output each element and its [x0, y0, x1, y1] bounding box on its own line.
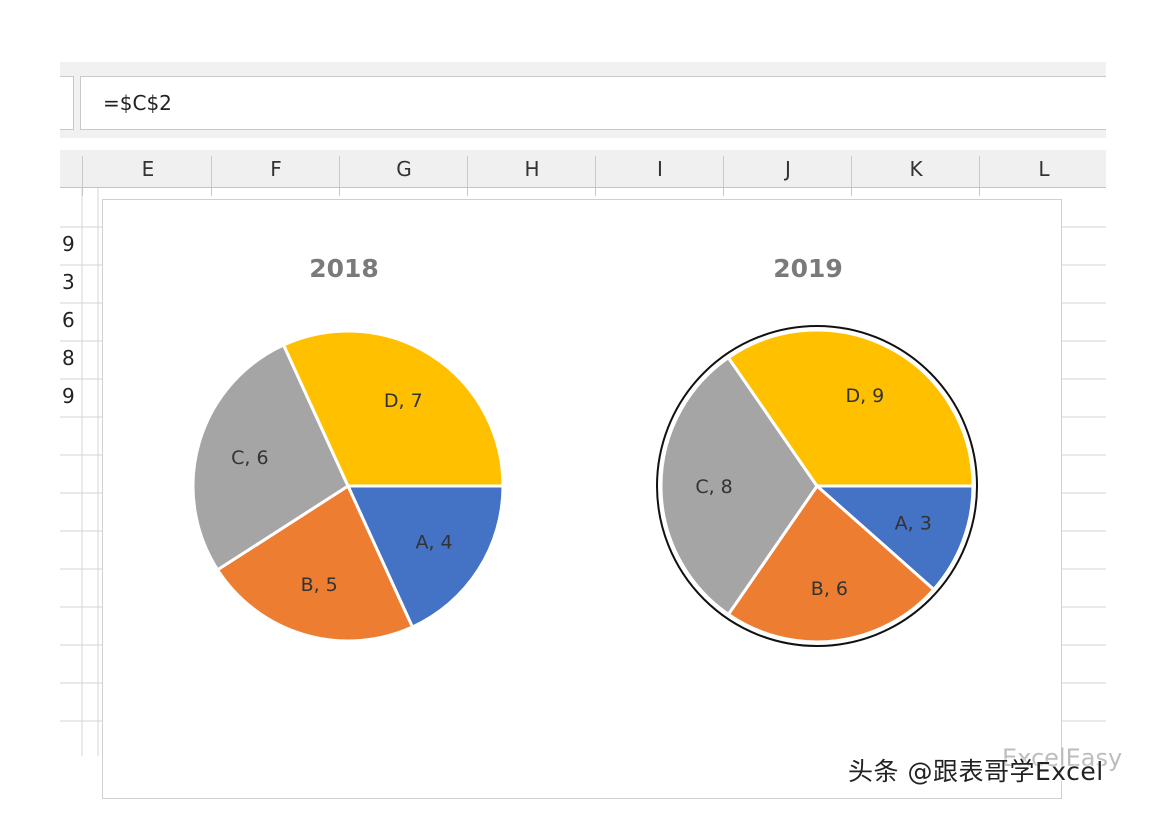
column-header-k[interactable]: K — [909, 157, 923, 181]
cell-value[interactable]: 6 — [62, 308, 75, 332]
selection-outline[interactable] — [656, 325, 978, 647]
data-label-b[interactable]: B, 5 — [301, 574, 338, 596]
pie-slice-c[interactable] — [659, 356, 819, 616]
pie-2019[interactable]: A, 3 B, 6 C, 8 D, 9 — [656, 325, 978, 647]
column-header-i[interactable]: I — [657, 157, 663, 181]
column-header-f[interactable]: F — [270, 157, 282, 181]
column-header-e[interactable]: E — [141, 157, 155, 181]
pie-slice-a[interactable] — [815, 484, 975, 591]
pie-slice-b[interactable] — [216, 484, 414, 643]
data-label-a[interactable]: A, 3 — [895, 513, 932, 535]
cell-value[interactable]: 3 — [62, 270, 75, 294]
column-separator[interactable] — [82, 156, 83, 196]
formula-input[interactable]: =$C$2 — [80, 76, 1106, 130]
name-box[interactable] — [60, 76, 74, 130]
column-separator[interactable] — [467, 156, 468, 196]
watermark-ghost-text: ExcelEasy — [1002, 744, 1123, 772]
data-label-a[interactable]: A, 4 — [415, 531, 452, 553]
data-label-c[interactable]: C, 8 — [695, 476, 732, 498]
cell-value[interactable]: 9 — [62, 384, 75, 408]
data-label-d[interactable]: D, 7 — [384, 390, 423, 412]
column-header-h[interactable]: H — [524, 157, 540, 181]
chart-title-2019[interactable]: 2019 — [773, 254, 843, 283]
pie-slice-d[interactable] — [726, 328, 975, 488]
column-separator[interactable] — [211, 156, 212, 196]
column-separator[interactable] — [979, 156, 980, 196]
data-label-b[interactable]: B, 6 — [811, 578, 848, 600]
pie-slice-a[interactable] — [346, 484, 505, 629]
data-label-c[interactable]: C, 6 — [231, 447, 268, 469]
column-separator[interactable] — [595, 156, 596, 196]
column-header-g[interactable]: G — [396, 157, 412, 181]
pie-slice-d[interactable] — [282, 329, 505, 488]
cell-value[interactable]: 9 — [62, 232, 75, 256]
chart-title-2018[interactable]: 2018 — [309, 254, 379, 283]
column-separator[interactable] — [723, 156, 724, 196]
pie-slice-b[interactable] — [726, 484, 936, 644]
column-separator[interactable] — [339, 156, 340, 196]
column-header-bar — [60, 150, 1106, 188]
column-header-j[interactable]: J — [785, 157, 791, 181]
data-label-d[interactable]: D, 9 — [845, 385, 884, 407]
column-separator[interactable] — [851, 156, 852, 196]
column-header-l[interactable]: L — [1038, 157, 1050, 181]
pie-2018[interactable]: A, 4 B, 5 C, 6 D, 7 — [191, 329, 505, 643]
cell-value[interactable]: 8 — [62, 346, 75, 370]
watermark-text: 头条 @跟表哥学Excel — [848, 757, 1104, 786]
